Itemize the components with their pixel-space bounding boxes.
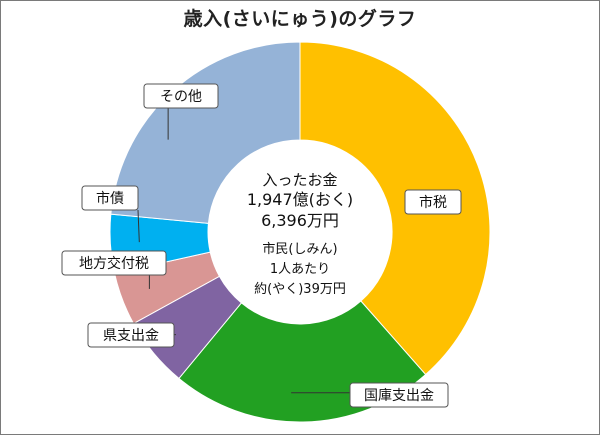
slice-label-text-0: 市税 — [419, 194, 447, 211]
slice-label-1: 国庫支出金 — [349, 382, 449, 408]
slice-label-text-5: その他 — [160, 89, 202, 105]
center-line-3: 6,396万円 — [261, 211, 339, 230]
slice-label-text-3: 地方交付税 — [79, 255, 149, 272]
slice-label-box-0 — [404, 189, 462, 215]
center-line-1: 入ったお金 — [262, 171, 337, 189]
slice-5 — [110, 41, 301, 224]
center-line-5: 1人あたり — [270, 262, 330, 277]
slice-label-box-4 — [81, 185, 139, 211]
slice-label-2: 県支出金 — [87, 322, 175, 348]
center-line-2: 1,947億(おく) — [247, 190, 353, 209]
center-line-6: 約(やく)39万円 — [254, 282, 346, 297]
slice-label-text-4: 市債 — [96, 190, 124, 207]
slice-label-box-5 — [143, 83, 219, 109]
slice-label-text-2: 県支出金 — [103, 328, 159, 344]
slice-label-4: 市債 — [81, 185, 139, 211]
slice-label-box-2 — [87, 322, 175, 348]
center-line-4: 市民(しみん) — [262, 241, 337, 257]
slice-label-box-1 — [349, 382, 449, 408]
slice-label-5: その他 — [143, 83, 219, 109]
slice-label-0: 市税 — [404, 189, 462, 215]
slice-0 — [299, 41, 491, 376]
slice-label-text-1: 国庫支出金 — [364, 387, 434, 404]
slice-label-3: 地方交付税 — [61, 250, 167, 276]
leader-line-4 — [137, 209, 140, 243]
slice-label-box-3 — [61, 250, 167, 276]
chart-title: 歳入(さいにゅう)のグラフ — [183, 8, 417, 30]
